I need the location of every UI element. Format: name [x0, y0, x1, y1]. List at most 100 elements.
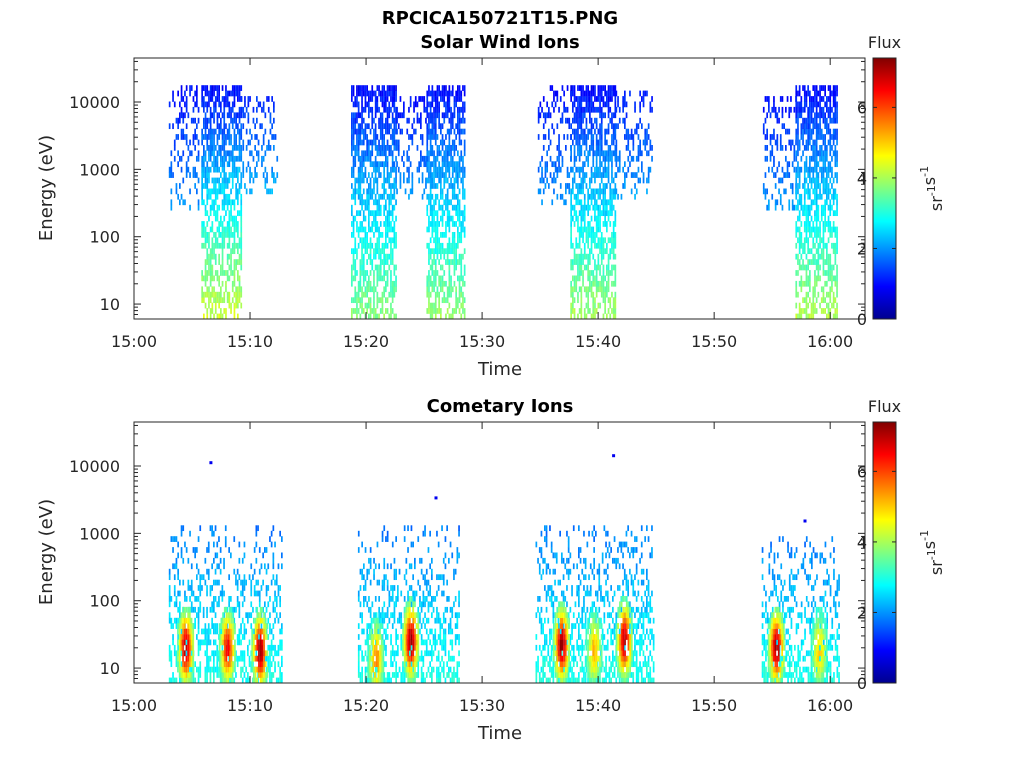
spectrogram-cell [602, 155, 605, 162]
spectrogram-cell [800, 199, 803, 206]
spectrogram-cell [612, 128, 615, 135]
spectrogram-cell [216, 188, 219, 195]
spectrogram-cell [223, 308, 226, 314]
spectrogram-cell [416, 101, 419, 108]
spectrogram-cell [824, 117, 826, 124]
spectrogram-cell [170, 172, 173, 178]
spectrogram-cell [391, 286, 394, 293]
spectrogram-cell [276, 155, 279, 162]
spectrogram-cell [764, 172, 767, 178]
spectrogram-cell [836, 172, 838, 178]
spectrogram-cell [812, 286, 815, 293]
spectrogram-cell [235, 215, 237, 222]
spectrogram-cell [368, 253, 370, 260]
spectrogram-cell [206, 177, 209, 184]
spectrogram-cell [457, 90, 459, 97]
spectrogram-cell [627, 128, 630, 135]
spectrogram-cell [364, 128, 367, 135]
spectrogram-cell [575, 259, 578, 265]
spectrogram-cell [428, 172, 430, 178]
spectrogram-cell [614, 280, 617, 287]
spectrogram-cell [168, 166, 171, 173]
spectrogram-cell [237, 221, 239, 227]
spectrogram-cell [570, 85, 572, 91]
spectrogram-cell [261, 155, 263, 162]
spectrogram-cell [233, 302, 236, 309]
spectrogram-cell [220, 270, 222, 276]
spectrogram-cell [428, 128, 430, 135]
spectrogram-cell [376, 541, 379, 548]
spectrogram-cell [453, 204, 456, 211]
spectrogram-cell [582, 226, 584, 233]
spectrogram-cell [448, 210, 451, 217]
spectrogram-cell [228, 177, 231, 184]
spectrogram-cell [797, 112, 799, 119]
spectrogram-cell [836, 139, 838, 146]
spectrogram-cell [185, 134, 188, 140]
spectrogram-cell [208, 259, 210, 265]
spectrogram-cell [357, 590, 360, 597]
spectrogram-cell [599, 101, 601, 108]
spectrogram-cell [572, 183, 574, 189]
spectrogram-cell [822, 226, 825, 233]
spectrogram-cell [180, 134, 183, 140]
spectrogram-cell [585, 237, 588, 244]
spectrogram-cell [228, 221, 231, 227]
spectrogram-cell [544, 166, 547, 173]
spectrogram-cell [274, 177, 277, 184]
spectrogram-cell [206, 590, 208, 597]
spectrogram-cell [264, 166, 267, 173]
spectrogram-cell [814, 139, 816, 146]
spectrogram-cell [374, 248, 377, 255]
spectrogram-cell [213, 541, 215, 548]
spectrogram-cell [458, 232, 461, 238]
spectrogram-cell [429, 199, 432, 206]
spectrogram-cell [381, 585, 384, 591]
spectrogram-cell [455, 90, 457, 97]
spectrogram-cell [573, 297, 576, 304]
spectrogram-cell [393, 270, 396, 276]
spectrogram-cell [785, 145, 787, 151]
spectrogram-cell [597, 237, 600, 244]
spectrogram-cell [356, 248, 358, 255]
spectrogram-cell [213, 155, 215, 162]
spectrogram-cell [354, 145, 357, 151]
spectrogram-cell [463, 166, 466, 173]
spectrogram-cell [197, 536, 200, 542]
spectrogram-cell [450, 90, 452, 97]
spectrogram-cell [589, 183, 591, 189]
spectrogram-cell [443, 280, 446, 287]
spectrogram-cell [829, 210, 832, 217]
spectrogram-cell [218, 672, 220, 678]
spectrogram-cell [201, 275, 203, 282]
spectrogram-cell [436, 90, 439, 97]
spectrogram-cell [448, 275, 451, 282]
spectrogram-cell [220, 221, 222, 227]
spectrogram-cell [356, 139, 358, 146]
spectrogram-cell [809, 90, 811, 97]
spectrogram-cell [216, 134, 219, 140]
spectrogram-cell [361, 193, 363, 200]
spectrogram-cell [455, 302, 457, 309]
spectrogram-cell [395, 139, 397, 146]
spectrogram-cell [611, 248, 613, 255]
spectrogram-cell [592, 253, 595, 260]
spectrogram-cell [235, 85, 237, 91]
spectrogram-cell [649, 166, 652, 173]
spectrogram-cell [443, 253, 446, 260]
spectrogram-cell [269, 661, 271, 668]
spectrogram-cell [561, 85, 564, 91]
spectrogram-cell [611, 161, 613, 168]
spectrogram-cell [225, 199, 227, 206]
spectrogram-cell [211, 264, 214, 271]
spectrogram-cell [604, 297, 606, 304]
spectrogram-cell [369, 579, 372, 586]
spectrogram-cell [602, 242, 605, 249]
spectrogram-cell [641, 166, 643, 173]
spectrogram-cell [803, 128, 806, 135]
spectrogram-cell [189, 90, 191, 97]
spectrogram-cell [356, 128, 358, 135]
spectrogram-cell [602, 172, 605, 178]
spectrogram-cell [433, 248, 435, 255]
spectrogram-cell [271, 172, 273, 178]
